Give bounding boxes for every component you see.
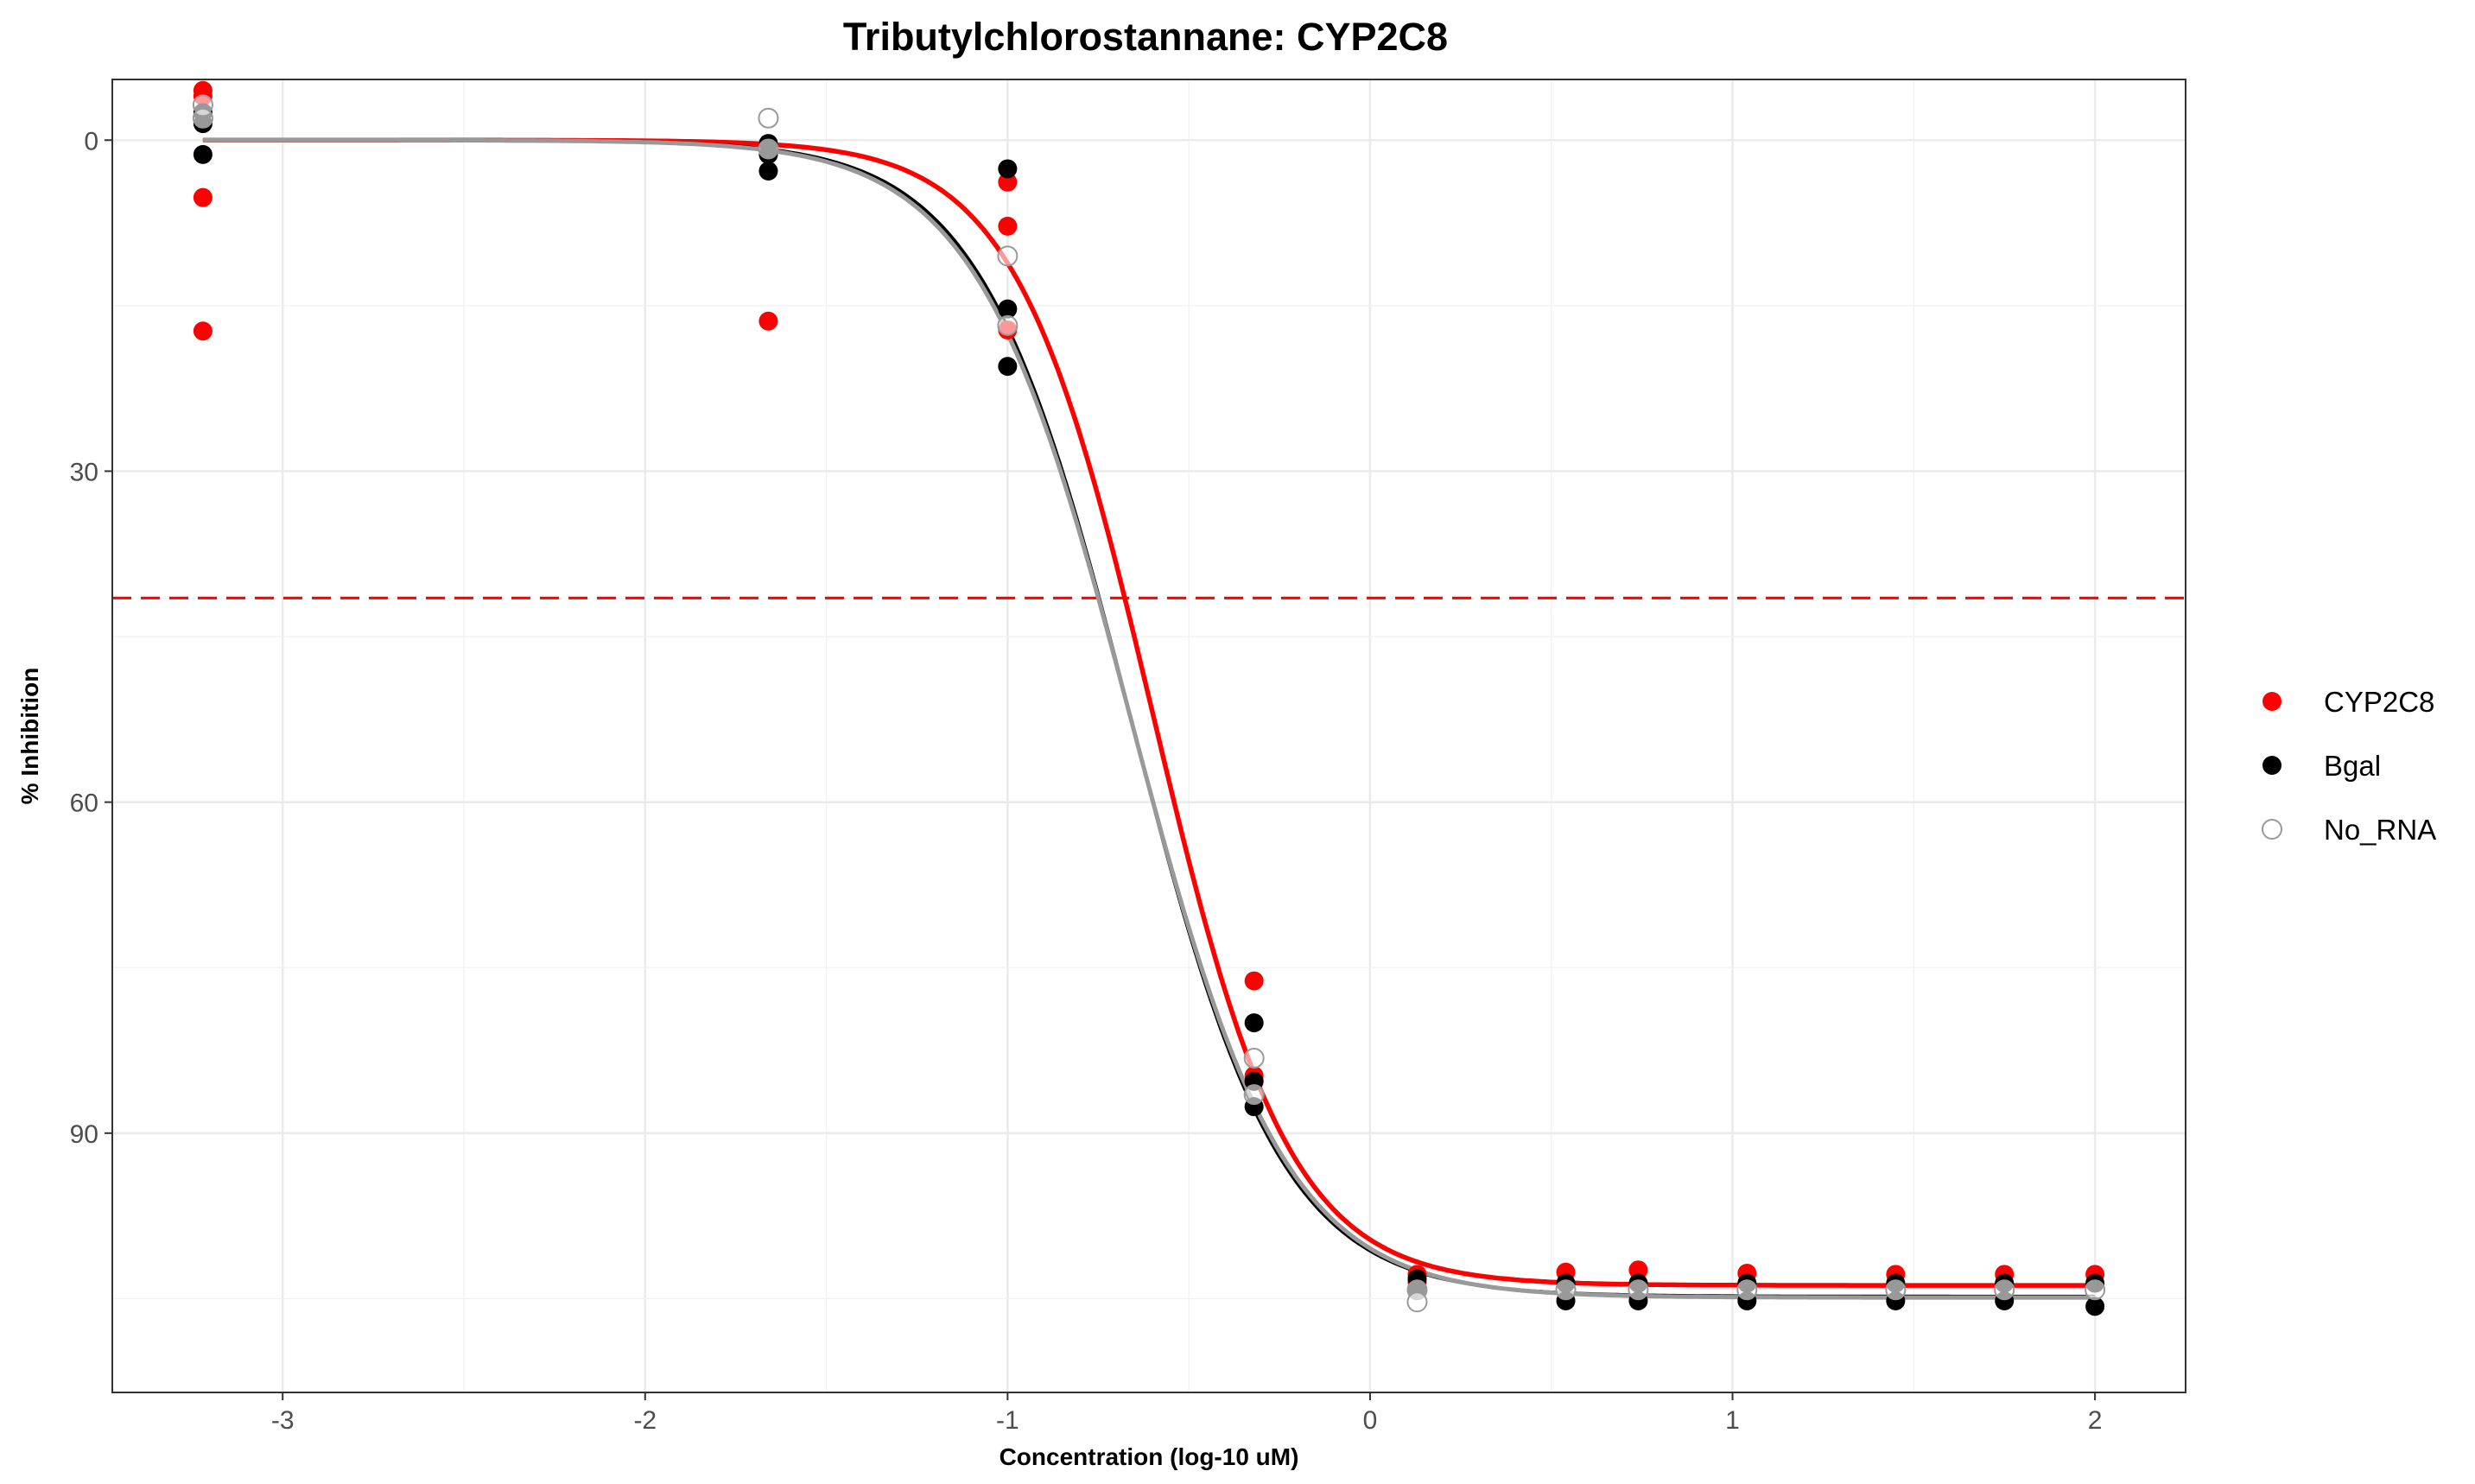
chart-title: Tributylchlorostannane: CYP2C8: [843, 15, 1448, 59]
fit-curve-no_rna: [202, 137, 2096, 1300]
legend-label-cyp2c8: CYP2C8: [2324, 686, 2434, 718]
data-point-no_rna: [758, 107, 779, 129]
data-point-no_rna: [997, 314, 1019, 336]
data-point-cyp2c8: [193, 321, 213, 341]
data-point-cyp2c8: [758, 311, 778, 331]
y-tick-label: 0: [84, 127, 98, 155]
x-tick-label: 1: [1725, 1406, 1740, 1435]
y-axis-title: % Inhibition: [16, 668, 43, 805]
data-point-bgal: [998, 159, 1018, 179]
data-point-no_rna: [1406, 1291, 1428, 1313]
data-point-cyp2c8: [998, 172, 1018, 192]
data-point-no_rna: [1555, 1279, 1577, 1301]
x-axis: -3 -2 -1 0 1 2: [271, 1392, 2103, 1435]
legend-key-no_rna: [2262, 819, 2282, 840]
data-point-bgal: [998, 357, 1018, 377]
x-tick-label: 2: [2088, 1406, 2103, 1435]
data-point-no_rna: [1243, 1047, 1265, 1069]
x-tick-label: -1: [996, 1406, 1019, 1435]
y-tick-label: 30: [70, 458, 98, 486]
data-points: [192, 80, 2106, 1316]
data-point-no_rna: [1628, 1279, 1649, 1301]
x-axis-title: Concentration (log-10 uM): [1000, 1443, 1299, 1470]
data-point-bgal: [1244, 1013, 1264, 1033]
data-point-cyp2c8: [1244, 971, 1264, 991]
data-point-bgal: [998, 299, 1018, 319]
data-point-no_rna: [1243, 1084, 1265, 1106]
data-point-no_rna: [758, 138, 779, 160]
data-point-bgal: [193, 144, 213, 164]
x-tick-label: -3: [271, 1406, 295, 1435]
data-point-no_rna: [1994, 1279, 2015, 1301]
y-tick-label: 60: [70, 790, 98, 818]
plot-border: [111, 79, 2186, 1393]
x-tick-label: 0: [1363, 1406, 1378, 1435]
legend-key-cyp2c8: [2262, 692, 2281, 711]
y-tick-label: 90: [70, 1120, 98, 1149]
y-axis: 0 30 60 90: [70, 127, 112, 1149]
data-point-no_rna: [1736, 1279, 1758, 1301]
x-tick-label: -2: [633, 1406, 657, 1435]
data-point-no_rna: [997, 245, 1019, 267]
legend-label-bgal: Bgal: [2324, 750, 2381, 782]
legend: CYP2C8 Bgal No_RNA: [2262, 686, 2436, 846]
data-point-cyp2c8: [998, 216, 1018, 236]
legend-label-no_rna: No_RNA: [2324, 814, 2436, 846]
data-point-cyp2c8: [1628, 1260, 1648, 1280]
plot-panel: [112, 79, 2186, 1392]
data-point-bgal: [2085, 1297, 2105, 1316]
legend-key-bgal: [2262, 756, 2281, 775]
data-point-cyp2c8: [193, 187, 213, 207]
data-point-no_rna: [192, 107, 213, 129]
data-point-no_rna: [2085, 1279, 2106, 1301]
data-point-no_rna: [1885, 1279, 1907, 1301]
fit-curves: [202, 137, 2096, 1300]
data-point-bgal: [758, 162, 778, 181]
